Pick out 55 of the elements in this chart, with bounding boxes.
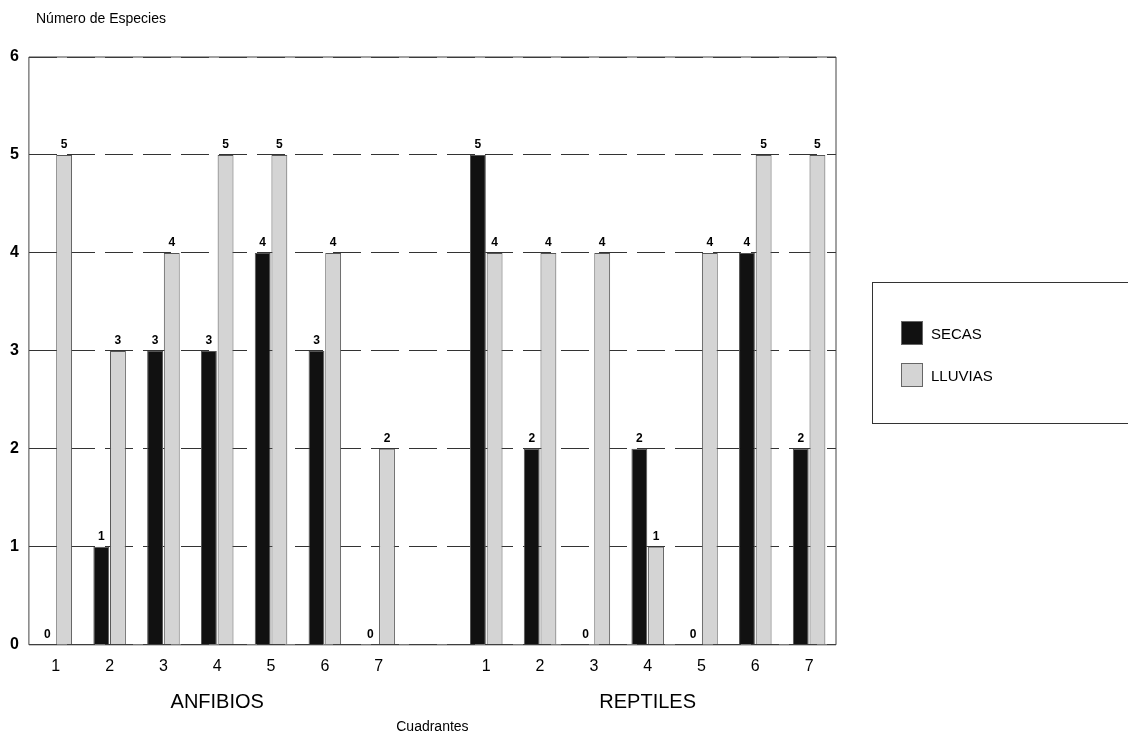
x-tick-label: 1 [51,656,61,674]
data-label: 3 [205,333,213,348]
y-tick-label: 6 [9,47,19,65]
y-tick-label: 3 [9,341,19,359]
data-label: 4 [491,235,499,250]
y-tick-label: 0 [9,635,19,653]
data-label: 2 [635,431,643,446]
data-label: 0 [44,627,52,642]
data-label: 5 [760,137,768,152]
data-label: 3 [313,333,321,348]
legend-label: LLUVIAS [931,366,993,384]
data-label: 4 [706,235,714,250]
data-label: 2 [383,431,391,446]
x-tick-label: 6 [750,656,760,674]
x-tick-label: 7 [804,656,814,674]
x-tick-label: 7 [374,656,384,674]
data-label: 5 [814,137,822,152]
x-tick-label: 3 [158,656,168,674]
x-tick-label: 6 [320,656,330,674]
data-label: 0 [582,627,590,642]
y-tick-label: 5 [9,145,19,163]
x-tick-label: 3 [589,656,599,674]
text: ANFIBIOS [170,690,264,713]
y-tick-label: 2 [9,439,19,457]
data-label: 4 [329,235,337,250]
legend-label: SECAS [931,324,982,342]
x-axis-title: Cuadrantes [396,718,469,734]
x-tick-label: 4 [212,656,222,674]
data-label: 1 [97,529,105,544]
x-tick-label: 4 [643,656,653,674]
data-label: 2 [797,431,805,446]
y-tick-label: 1 [9,537,19,555]
data-label: 4 [259,235,267,250]
data-label: 5 [60,137,68,152]
data-label: 2 [528,431,536,446]
data-label: 5 [276,137,284,152]
x-tick-label: 2 [535,656,545,674]
data-label: 0 [366,627,374,642]
data-label: 3 [151,333,159,348]
data-label: 0 [689,627,697,642]
data-label: 3 [114,333,122,348]
data-label: 1 [652,529,660,544]
x-tick-label: 1 [481,656,491,674]
x-tick-label: 2 [105,656,115,674]
data-label: 4 [743,235,751,250]
y-tick-label: 4 [9,243,19,261]
data-label: 4 [168,235,176,250]
text: REPTILES [599,690,697,713]
y-axis-title: Número de Especies [36,10,166,26]
data-label: 4 [545,235,553,250]
data-label: 5 [474,137,482,152]
data-label: 5 [222,137,230,152]
data-label: 4 [598,235,606,250]
x-tick-label: 5 [266,656,276,674]
x-tick-label: 5 [697,656,707,674]
